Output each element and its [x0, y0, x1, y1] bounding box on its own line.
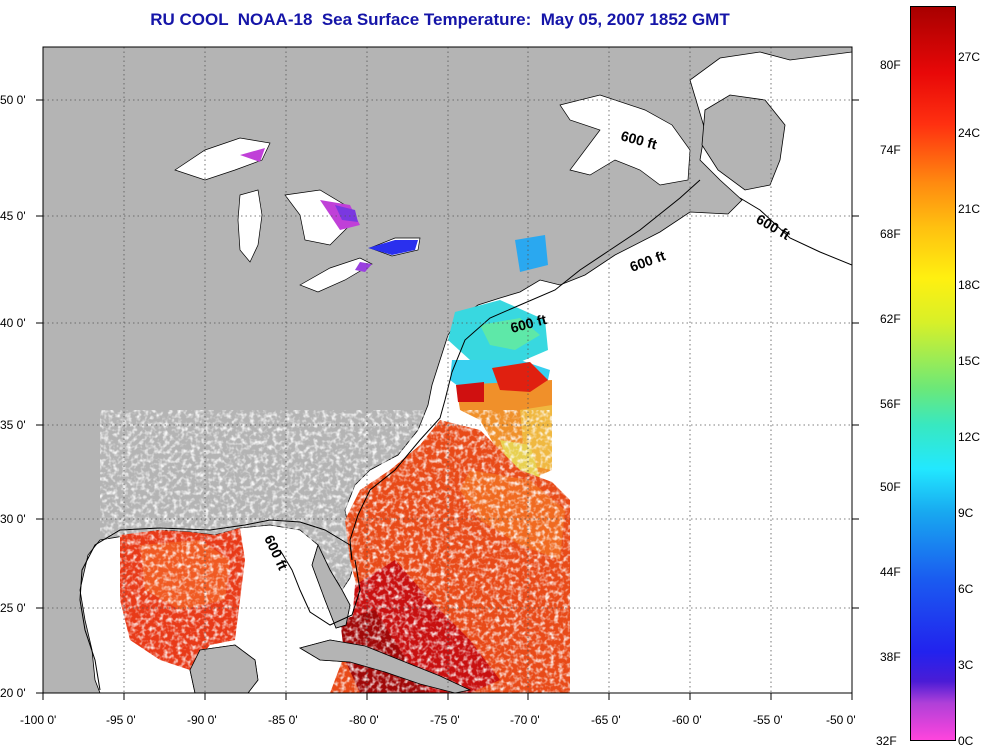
lon-label: -55 0'	[753, 713, 783, 727]
lon-label: -65 0'	[591, 713, 621, 727]
colorbar-label-f: 56F	[880, 397, 901, 411]
colorbar-label-c: 9C	[958, 506, 974, 520]
lon-label: -80 0'	[349, 713, 379, 727]
lake-sst	[368, 240, 418, 255]
colorbar-label-c: 21C	[958, 202, 981, 216]
lat-label: 45 0'	[0, 209, 26, 223]
colorbar-label-f: 80F	[880, 58, 901, 72]
colorbar-label-c: 15C	[958, 354, 981, 368]
lat-label: 30 0'	[0, 512, 26, 526]
colorbar-label-f: 62F	[880, 312, 901, 326]
lat-label: 50 0'	[0, 93, 26, 107]
colorbar-label-c: 24C	[958, 126, 981, 140]
colorbar-label-c: 0C	[958, 734, 974, 748]
colorbar-label-f: 38F	[880, 650, 901, 664]
lat-label: 35 0'	[0, 418, 26, 432]
lon-label: -90 0'	[187, 713, 217, 727]
lon-label: -85 0'	[268, 713, 298, 727]
lon-label: -50 0'	[826, 713, 856, 727]
lon-label: -95 0'	[106, 713, 136, 727]
lon-label: -75 0'	[430, 713, 460, 727]
colorbar-label-c: 18C	[958, 278, 981, 292]
lat-label: 20 0'	[0, 686, 26, 700]
colorbar-label-c: 12C	[958, 430, 981, 444]
isobath-contour	[349, 179, 852, 561]
colorbar-label-f: 74F	[880, 143, 901, 157]
colorbar-label-c: 6C	[958, 582, 974, 596]
colorbar-label-f: 32F	[876, 734, 897, 748]
colorbar-label-f: 44F	[880, 565, 901, 579]
lon-label: -70 0'	[510, 713, 540, 727]
temperature-colorbar	[910, 6, 956, 741]
lake-michigan	[237, 189, 263, 263]
colorbar-label-f: 68F	[880, 227, 901, 241]
gulf-st-lawrence	[559, 94, 691, 186]
lon-label: -60 0'	[672, 713, 702, 727]
colorbar-label-c: 3C	[958, 658, 974, 672]
lat-label: 40 0'	[0, 316, 26, 330]
map-title: RU COOL NOAA-18 Sea Surface Temperature:…	[150, 10, 730, 29]
colorbar-label-c: 27C	[958, 50, 981, 64]
lake-superior	[174, 137, 271, 181]
lon-label: -100 0'	[20, 713, 57, 727]
colorbar-label-f: 50F	[880, 480, 901, 494]
lat-label: 25 0'	[0, 601, 26, 615]
newfoundland-land	[701, 94, 786, 191]
